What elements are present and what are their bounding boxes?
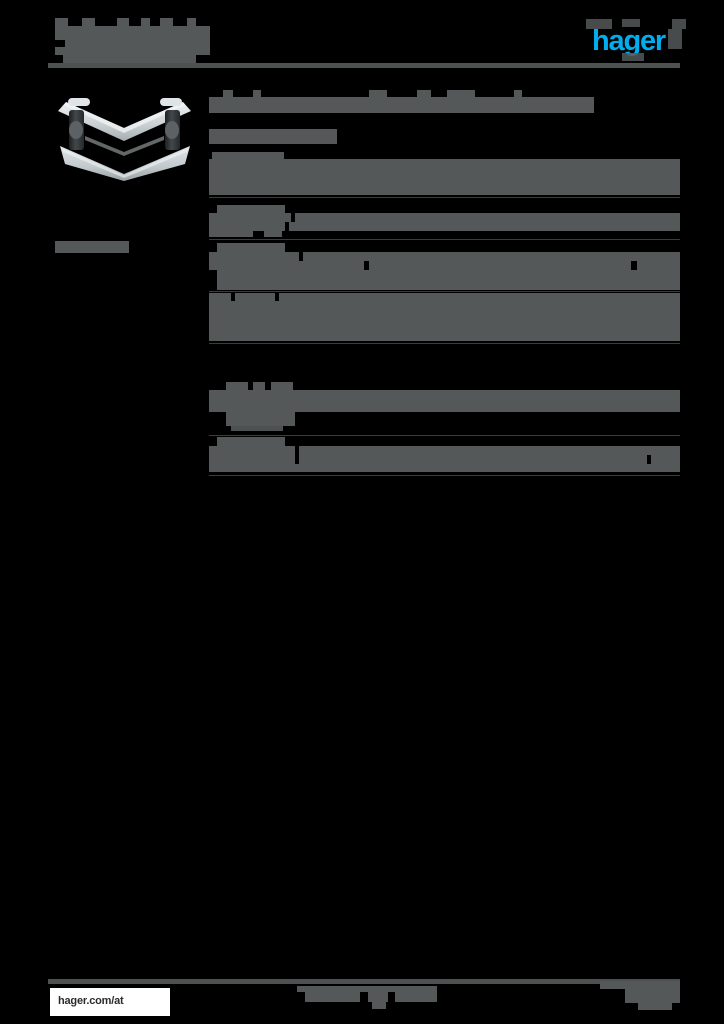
footer-center-text — [368, 992, 388, 1002]
heading-ascender — [417, 90, 431, 97]
logo-smudge — [622, 53, 644, 61]
product-heading — [209, 97, 594, 113]
product-subheading — [209, 129, 337, 144]
table-row-value — [295, 213, 680, 222]
table-row-label — [209, 261, 364, 270]
footer-right-text — [638, 1003, 672, 1010]
table-row-label — [217, 205, 285, 213]
table-row-label — [217, 437, 285, 446]
table-row — [209, 301, 680, 341]
table-row-label — [217, 243, 285, 252]
title-notch — [129, 18, 141, 26]
footer-url-text[interactable]: hager.com/at — [58, 995, 124, 1007]
table-row-label — [235, 293, 275, 301]
title-notch — [173, 18, 187, 26]
footer-center-text — [395, 992, 437, 1002]
main-content — [209, 85, 680, 480]
footer-center-text — [305, 992, 360, 1002]
table-row-label — [264, 231, 282, 237]
footer-center-text — [297, 986, 437, 992]
title-notch — [68, 18, 82, 26]
title-notch — [55, 55, 63, 63]
row-divider — [209, 475, 680, 476]
table-row-value — [637, 261, 680, 270]
logo-smudge — [586, 19, 612, 29]
table-row — [209, 159, 680, 195]
row-divider — [209, 197, 680, 198]
table-row-value — [279, 293, 680, 301]
table-row-label — [226, 382, 248, 390]
row-divider — [209, 239, 680, 240]
title-notch — [196, 18, 210, 26]
table-row-label — [209, 231, 253, 237]
heading-ascender — [253, 90, 261, 97]
title-notch — [196, 55, 210, 63]
row-divider — [209, 291, 680, 292]
logo-smudge — [668, 29, 682, 49]
footer-right-text — [625, 989, 680, 1003]
table-row-label — [209, 455, 295, 464]
hager-logo-wordmark: hager — [592, 25, 666, 57]
table-row-label — [209, 252, 299, 261]
table-row-value — [299, 455, 647, 464]
table-row-label — [212, 152, 284, 159]
heading-ascender — [223, 90, 233, 97]
footer-center-text — [372, 1002, 386, 1009]
table-row-label — [209, 446, 295, 455]
product-image — [52, 86, 202, 181]
heading-ascender — [369, 90, 387, 97]
footer-url-box[interactable]: hager.com/at — [50, 988, 170, 1016]
table-row-label — [271, 382, 293, 390]
table-row-value — [289, 222, 680, 231]
heading-ascender — [447, 90, 475, 97]
table-row-label — [253, 382, 265, 390]
title-notch — [95, 18, 117, 26]
row-divider — [209, 343, 680, 344]
hager-logo: hager — [586, 19, 686, 61]
table-row-label — [226, 412, 295, 426]
table-row-value — [209, 464, 680, 472]
table-row-label — [209, 293, 231, 301]
table-row-label — [209, 222, 285, 231]
product-bracket-illustration — [58, 98, 191, 181]
title-notch — [55, 40, 65, 47]
heading-ascender — [514, 90, 522, 97]
header-divider — [48, 63, 680, 68]
table-row-value — [299, 446, 680, 455]
table-row-label — [209, 213, 291, 222]
table-row-subtext — [231, 426, 283, 431]
table-row-value — [303, 252, 680, 261]
logo-smudge — [622, 19, 640, 27]
footer-divider — [48, 979, 680, 984]
row-divider — [209, 435, 680, 436]
footer-right-text — [600, 981, 680, 989]
table-row-value — [369, 261, 631, 270]
table-row — [209, 390, 680, 412]
product-reference-label — [55, 241, 129, 253]
title-notch — [150, 18, 160, 26]
logo-smudge — [672, 19, 686, 29]
table-row-value — [651, 455, 680, 464]
table-row-value — [217, 270, 680, 290]
